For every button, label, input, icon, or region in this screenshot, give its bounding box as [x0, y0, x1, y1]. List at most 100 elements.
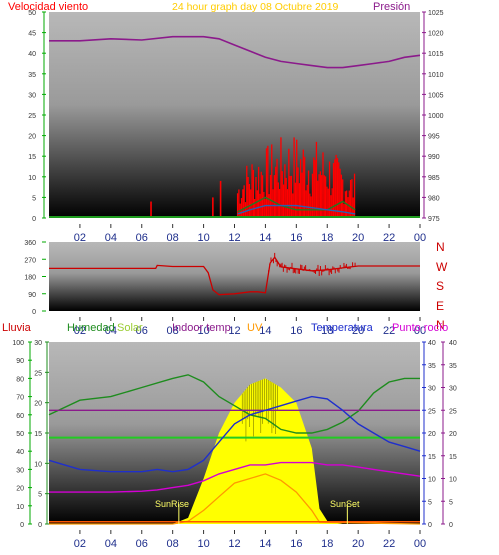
solar-tick-label: 30 [34, 340, 42, 347]
legend-uv: UV [247, 322, 263, 334]
direction-x-tick-label: 04 [105, 325, 117, 337]
wind-x-tick-label: 16 [290, 232, 302, 244]
combo-x-tick-label: 14 [259, 538, 271, 550]
wind-axis-tick-label: 25 [28, 113, 36, 120]
wind-x-axis-ticks: 02 04 06 08 10 12 14 16 18 20 22 00 [74, 224, 426, 244]
sunrise-label: SunRise [155, 499, 189, 509]
wind-axis-tick-label: 50 [28, 10, 36, 17]
wind-axis-tick-label: 15 [28, 154, 36, 161]
temp-axis-tick-label: 0 [428, 522, 432, 529]
pressure-axis-tick-label: 1020 [428, 31, 444, 38]
wind-pressure-lines [49, 35, 421, 218]
legend-humedad: Humedad [67, 322, 115, 334]
wind-axis-tick-label: 10 [28, 175, 36, 182]
dew-axis-tick-label: 10 [449, 477, 457, 484]
wind-axis-tick-label: 5 [32, 195, 36, 202]
wind-x-tick-label: 00 [414, 232, 426, 244]
direction-x-tick-label: 10 [197, 325, 209, 337]
legend-solar: Solar [117, 322, 143, 334]
wind-x-tick-label: 02 [74, 232, 86, 244]
direction-axis-tick-label: 360 [24, 240, 36, 247]
rain-tick-label: 100 [12, 340, 24, 347]
pressure-axis-tick-label: 1005 [428, 92, 444, 99]
rain-tick-label: 20 [16, 486, 24, 493]
rain-tick-label: 0 [20, 522, 24, 529]
dew-axis-tick-label: 35 [449, 363, 457, 370]
combo-x-tick-label: 08 [167, 538, 179, 550]
pressure-axis-tick-label: 1025 [428, 10, 444, 17]
temp-axis-ticks: 0 5 10 15 20 25 30 35 40 [422, 340, 436, 529]
dew-axis-tick-label: 20 [449, 431, 457, 438]
temp-axis-tick-label: 30 [428, 386, 436, 393]
wind-x-tick-label: 18 [321, 232, 333, 244]
wind-x-tick-label: 22 [383, 232, 395, 244]
combo-x-tick-label: 20 [352, 538, 364, 550]
rain-tick-label: 40 [16, 449, 24, 456]
solar-axis-ticks: 0 5 10 15 20 25 30 [34, 340, 49, 529]
temperature-line [48, 395, 421, 473]
legend-indoor: Indoor temp [172, 322, 231, 334]
direction-x-tick-label: 16 [290, 325, 302, 337]
dir-label-s: S [436, 279, 444, 293]
rain-axis-ticks: 0 10 20 30 40 50 60 70 80 90 100 [12, 340, 32, 529]
direction-x-tick-label: 06 [136, 325, 148, 337]
dew-point-line [49, 461, 421, 493]
wind-axis-tick-label: 35 [28, 72, 36, 79]
pressure-title: Presión [373, 1, 410, 13]
pressure-axis-tick-label: 980 [428, 195, 440, 202]
wind-direction-line [49, 252, 420, 296]
legend-temperatura: Temperatura [311, 322, 374, 334]
dew-axis-tick-label: 15 [449, 454, 457, 461]
wind-x-tick-label: 10 [197, 232, 209, 244]
direction-x-tick-label: 08 [167, 325, 179, 337]
combo-x-axis-ticks: 02 04 06 08 10 12 14 16 18 20 22 00 [74, 530, 426, 550]
wind-pressure-plot-bg [49, 12, 420, 218]
combo-x-tick-label: 12 [228, 538, 240, 550]
rain-tick-label: 50 [16, 431, 24, 438]
wind-x-tick-label: 06 [136, 232, 148, 244]
legend-lluvia: Lluvia [2, 322, 32, 334]
dew-axis-tick-label: 40 [449, 340, 457, 347]
wind-speed-title: Velocidad viento [8, 1, 88, 13]
solar-tick-label: 5 [38, 492, 42, 499]
pressure-axis-tick-label: 1010 [428, 72, 444, 79]
dir-label-n-top: N [436, 240, 445, 254]
wind-x-tick-label: 12 [228, 232, 240, 244]
wind-direction-line [49, 256, 420, 296]
dir-label-e: E [436, 299, 444, 313]
wind-axis-tick-label: 45 [28, 31, 36, 38]
temp-axis-tick-label: 40 [428, 340, 436, 347]
solar-tick-label: 10 [34, 461, 42, 468]
wind-speed-bars [150, 137, 356, 218]
wind-x-tick-label: 04 [105, 232, 117, 244]
solar-tick-label: 0 [38, 522, 42, 529]
solar-area [49, 378, 420, 524]
pressure-axis-tick-label: 975 [428, 216, 440, 223]
temp-axis-tick-label: 35 [428, 363, 436, 370]
direction-x-tick-label: 20 [352, 325, 364, 337]
pressure-axis-tick-label: 985 [428, 175, 440, 182]
temp-axis-tick-label: 5 [428, 499, 432, 506]
wind-axis-ticks: 0 5 10 15 20 25 30 35 40 45 50 [28, 10, 46, 223]
combo-x-tick-label: 22 [383, 538, 395, 550]
wind-axis-tick-label: 40 [28, 51, 36, 58]
direction-x-tick-label: 18 [321, 325, 333, 337]
temp-axis-tick-label: 10 [428, 477, 436, 484]
temp-axis-tick-label: 25 [428, 408, 436, 415]
direction-axis-tick-label: 180 [24, 275, 36, 282]
direction-x-tick-label: 14 [259, 325, 271, 337]
combo-x-tick-label: 10 [197, 538, 209, 550]
pressure-axis-tick-label: 1000 [428, 113, 444, 120]
rain-tick-label: 90 [16, 358, 24, 365]
solar-tick-label: 20 [34, 401, 42, 408]
graph-date-title: 24 hour graph day 08 Octubre 2019 [172, 1, 339, 13]
rain-tick-label: 70 [16, 395, 24, 402]
combo-legend: Lluvia Humedad Solar Indoor temp UV Temp… [2, 322, 448, 334]
pressure-axis-tick-label: 1015 [428, 51, 444, 58]
combo-x-tick-label: 16 [290, 538, 302, 550]
wind-axis-tick-label: 0 [32, 216, 36, 223]
wind-axis-tick-label: 30 [28, 92, 36, 99]
